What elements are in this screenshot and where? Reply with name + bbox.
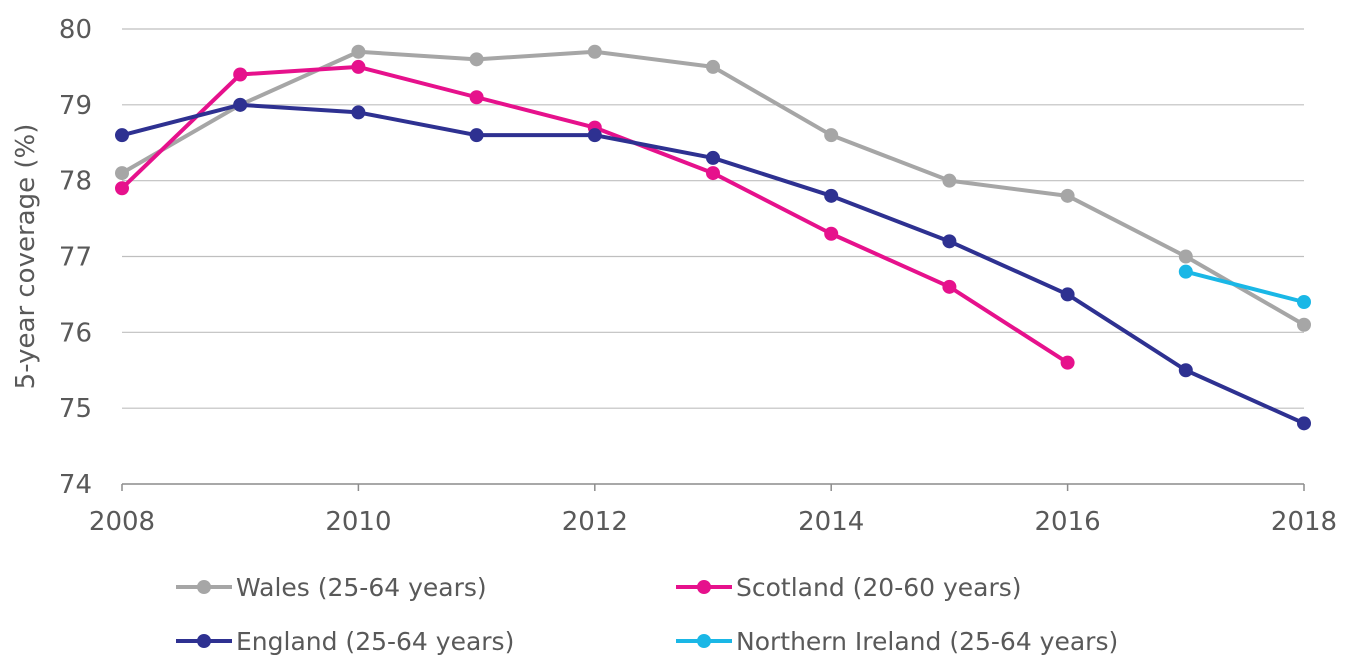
data-point: [351, 59, 366, 74]
data-point: [469, 128, 484, 143]
data-point: [706, 59, 720, 74]
data-point: [824, 128, 839, 143]
series-0: [115, 44, 1311, 332]
legend-label: Northern Ireland (25-64 years): [736, 627, 1118, 656]
data-point: [587, 128, 602, 143]
data-point: [942, 279, 957, 294]
data-point: [1060, 188, 1075, 203]
data-point: [469, 52, 484, 67]
series-line: [120, 49, 1306, 327]
data-point: [115, 166, 129, 181]
data-point: [824, 226, 839, 241]
legend-swatch-marker: [197, 580, 211, 594]
legend-item: England (25-64 years): [176, 627, 514, 656]
series-2: [115, 97, 1311, 431]
data-point: [942, 173, 957, 188]
data-point: [469, 90, 484, 105]
legend-swatch-marker: [697, 634, 711, 648]
x-tick-label: 2018: [1271, 507, 1337, 537]
legend-label: England (25-64 years): [236, 627, 514, 656]
series-line: [120, 64, 1070, 365]
data-point: [233, 67, 248, 82]
data-point: [1060, 355, 1075, 370]
data-point: [1297, 295, 1311, 309]
legend-item: Wales (25-64 years): [176, 573, 487, 602]
legend: Wales (25-64 years) Scotland (20-60 years…: [176, 573, 1118, 656]
data-point: [1178, 264, 1193, 279]
data-point: [706, 150, 720, 165]
y-tick-label: 75: [59, 394, 92, 424]
legend-item: Northern Ireland (25-64 years): [676, 627, 1118, 656]
data-point: [706, 166, 720, 181]
data-point: [1060, 287, 1075, 302]
x-tick-label: 2016: [1035, 507, 1101, 537]
legend-label: Scotland (20-60 years): [736, 573, 1022, 602]
legend-swatch-marker: [697, 580, 711, 594]
x-tick-label: 2014: [798, 507, 864, 537]
y-tick-label: 74: [59, 470, 92, 500]
y-axis-title: 5-year coverage (%): [11, 124, 41, 390]
data-point: [115, 128, 129, 143]
x-tick-label: 2012: [562, 507, 628, 537]
x-tick-label: 2010: [325, 507, 391, 537]
data-point: [824, 188, 839, 203]
data-point: [1297, 317, 1311, 332]
series-3: [1178, 264, 1311, 309]
y-tick-label: 79: [59, 91, 92, 121]
y-tick-label: 78: [59, 167, 92, 197]
data-point: [942, 234, 957, 249]
data-point: [351, 105, 366, 120]
y-tick-label: 80: [59, 15, 92, 45]
axes: 74 75 76 77 78 79 80 2008 2010 2012 2014 2016 2018 5-…: [11, 15, 1337, 537]
data-point: [587, 44, 602, 59]
legend-swatch-marker: [197, 634, 211, 648]
data-point: [1178, 249, 1193, 264]
gridlines: [122, 28, 1304, 485]
legend-item: Scotland (20-60 years): [676, 573, 1022, 602]
series-1: [115, 59, 1075, 370]
series: [115, 44, 1311, 431]
data-point: [1178, 363, 1193, 378]
data-point: [351, 44, 366, 59]
y-tick-label: 76: [59, 318, 92, 348]
data-point: [1297, 416, 1311, 431]
legend-label: Wales (25-64 years): [236, 573, 487, 602]
series-line: [1183, 269, 1306, 304]
y-tick-label: 77: [59, 243, 92, 273]
data-point: [115, 181, 129, 196]
data-point: [233, 97, 248, 112]
x-tick-label: 2008: [89, 507, 155, 537]
